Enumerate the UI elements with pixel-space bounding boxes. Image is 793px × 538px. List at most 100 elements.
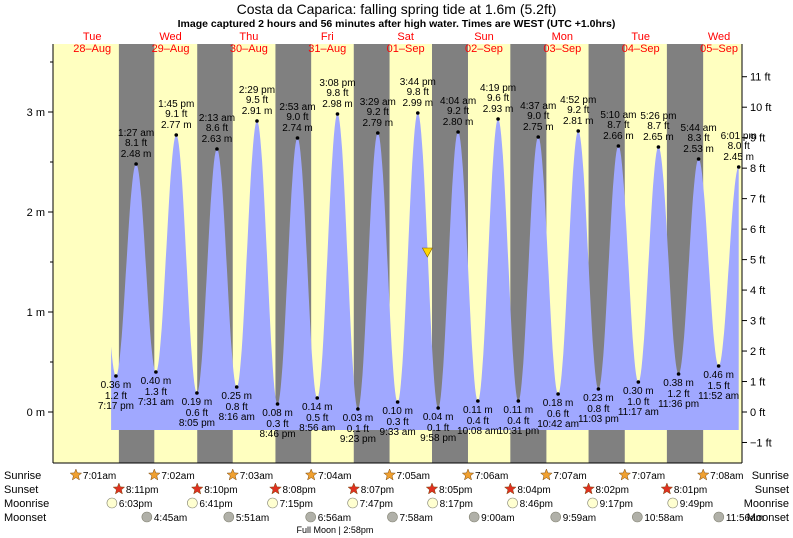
date-label: 31–Aug <box>308 43 346 55</box>
tide-m: 0.23 m <box>583 393 614 404</box>
tide-point <box>376 131 380 135</box>
tide-point <box>114 374 118 378</box>
y-right-tick-label: 1 ft <box>750 377 765 389</box>
sunset-row-label-right: Sunset <box>755 484 789 496</box>
moon-icon <box>713 511 725 523</box>
tide-m: 0.46 m <box>703 370 734 381</box>
day-of-week-label: Tue <box>83 31 102 43</box>
y-right-tick-label: 10 ft <box>750 102 771 114</box>
tide-m: 0.25 m <box>221 391 252 402</box>
moonrise-time: 8:17pm <box>440 499 473 510</box>
high-tide-label: 4:04 am9.2 ft2.80 m <box>440 96 476 128</box>
sunrise-event: 7:05am <box>383 468 430 482</box>
date-label: 29–Aug <box>152 43 190 55</box>
y-right-tick-label: 11 ft <box>750 72 771 84</box>
tide-time: 2:29 pm <box>239 85 275 96</box>
sunrise-time: 7:02am <box>161 471 194 482</box>
y-right-tick-label: 3 ft <box>750 316 765 328</box>
low-tide-label: 0.19 m0.6 ft8:05 pm <box>179 397 215 429</box>
axes: 0 m 1 m 2 m 3 m −1 ft 0 ft 1 ft 2 ft 3 ft 4 ft 5 f… <box>27 44 772 464</box>
tide-time: 3:29 am <box>360 97 396 108</box>
tide-time: 5:44 am <box>681 123 717 134</box>
y-right-tick-label: 2 ft <box>750 346 765 358</box>
tide-m: 0.04 m <box>423 412 454 423</box>
day-of-week-label: Sun <box>474 31 494 43</box>
moonrise-time: 6:41pm <box>199 499 232 510</box>
star-icon <box>540 468 553 481</box>
low-tide-label: 0.14 m0.5 ft8:56 am <box>299 402 335 434</box>
tide-time: 8:56 am <box>299 423 335 434</box>
tide-m: 2.48 m <box>121 149 152 160</box>
moon-icon <box>187 497 198 509</box>
tide-ft: 1.2 ft <box>667 389 689 400</box>
star-icon <box>69 468 83 481</box>
moonset-event: 9:00am <box>468 511 515 524</box>
tide-time: 6:01 pm <box>721 131 757 142</box>
day-labels: Tue28–AugWed29–AugThu30–AugFri31–AugSat0… <box>73 31 738 55</box>
tide-time: 11:03 pm <box>578 414 619 425</box>
tide-point <box>275 402 280 406</box>
tide-time: 4:52 pm <box>560 95 596 106</box>
moonrise-time: 6:03pm <box>119 499 152 510</box>
y-left-tick-label: 3 m <box>27 107 45 119</box>
tide-point <box>616 144 621 148</box>
tide-point <box>154 370 158 374</box>
y-right-tick-label: 6 ft <box>750 224 765 236</box>
y-right-tick-label: −1 ft <box>750 437 772 449</box>
tide-point <box>436 406 440 410</box>
sunrise-event: 7:03am <box>226 468 273 482</box>
y-right-tick-label: 8 ft <box>750 163 765 175</box>
day-of-week-label: Thu <box>239 31 258 43</box>
daylight-band <box>53 44 119 463</box>
tide-time: 1:45 pm <box>158 99 194 110</box>
sunrise-event: 7:07am <box>540 468 587 482</box>
tide-labels: 0.36 m1.2 ft7:17 pm1:27 am8.1 ft2.48 m0.… <box>98 77 757 445</box>
moonrise-time: 7:47pm <box>360 499 393 510</box>
tide-point <box>335 112 340 116</box>
tide-point <box>255 119 259 123</box>
moonrise-row-label-right: Moonrise <box>744 498 789 510</box>
tide-point <box>415 111 420 115</box>
tide-point <box>195 391 199 395</box>
low-tide-label: 0.10 m0.3 ft9:33 am <box>380 406 416 438</box>
tide-m: 0.10 m <box>382 406 413 417</box>
tide-point <box>656 145 661 149</box>
star-icon <box>304 468 318 481</box>
moonrise-time: 9:17pm <box>600 499 633 510</box>
sunset-event: 8:08pm <box>269 482 316 496</box>
tide-time: 7:31 am <box>138 397 174 408</box>
tide-point <box>215 147 219 151</box>
tide-ft: 0.1 ft <box>347 424 369 435</box>
high-tide-label: 5:26 pm8.7 ft2.65 m <box>640 111 676 143</box>
tide-m: 0.38 m <box>663 378 694 389</box>
tide-ft: 1.2 ft <box>105 391 127 402</box>
y-right-tick-label: 0 ft <box>750 407 765 419</box>
moon-icon <box>468 511 480 523</box>
high-tide-label: 4:19 pm9.6 ft2.93 m <box>480 83 516 115</box>
tide-ft: 9.8 ft <box>326 88 348 99</box>
y-left-tick-label: 2 m <box>27 207 45 219</box>
tide-m: 2.79 m <box>363 118 394 129</box>
day-of-week-label: Wed <box>159 31 181 43</box>
sunrise-time: 7:07am <box>553 471 586 482</box>
tide-m: 0.11 m <box>503 405 533 416</box>
tide-point <box>596 387 601 391</box>
tide-time: 3:08 pm <box>319 78 355 89</box>
moonrise-event: 7:15pm <box>267 497 313 510</box>
moonrise-time: 8:46pm <box>520 499 553 510</box>
moonset-row-label-right: Moonset <box>747 512 789 524</box>
tide-m: 2.63 m <box>202 134 233 145</box>
sunrise-event: 7:02am <box>147 468 195 482</box>
high-tide-label: 1:45 pm9.1 ft2.77 m <box>158 99 194 131</box>
sunset-event: 8:01pm <box>660 482 707 496</box>
star-icon <box>696 468 710 481</box>
date-label: 05–Sep <box>700 43 738 55</box>
moon-icon <box>267 497 278 509</box>
moonrise-time: 9:49pm <box>680 499 713 510</box>
tide-ft: 0.8 ft <box>587 404 609 415</box>
